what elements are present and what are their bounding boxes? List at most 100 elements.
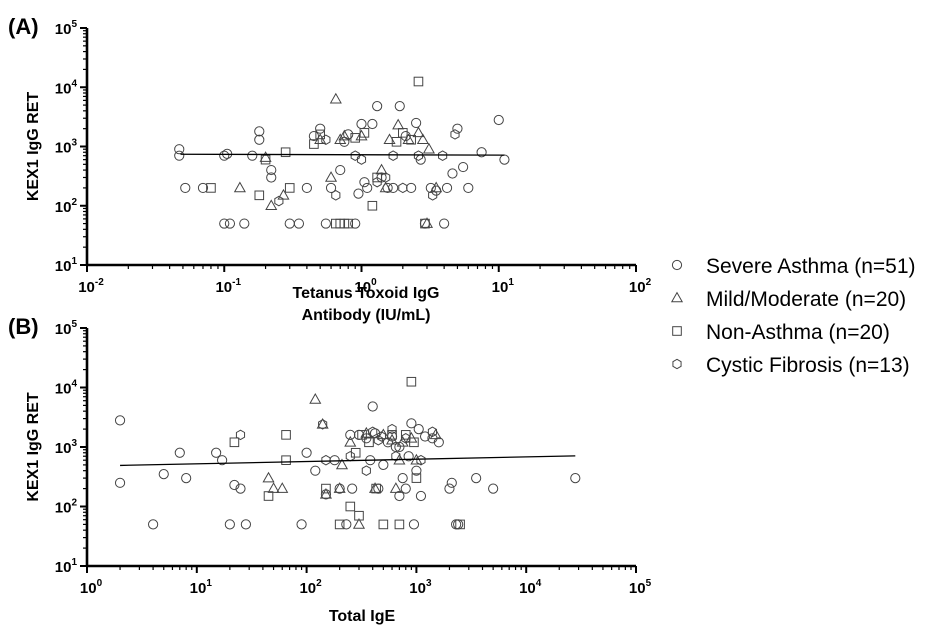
data-point bbox=[309, 139, 319, 149]
data-point bbox=[359, 128, 370, 138]
series-square bbox=[206, 76, 430, 229]
data-point bbox=[428, 190, 438, 201]
data-point bbox=[355, 129, 368, 141]
data-point bbox=[219, 218, 230, 229]
data-point bbox=[433, 437, 444, 448]
data-point bbox=[281, 430, 291, 440]
data-point bbox=[319, 487, 332, 499]
panel-label: (A) bbox=[8, 14, 39, 39]
data-point bbox=[254, 126, 265, 137]
data-point bbox=[376, 431, 386, 442]
data-point bbox=[367, 200, 378, 211]
data-point bbox=[427, 426, 438, 438]
data-point bbox=[284, 218, 295, 229]
data-point bbox=[391, 450, 401, 462]
data-point bbox=[229, 479, 240, 491]
data-point bbox=[392, 118, 405, 130]
data-point bbox=[368, 426, 378, 438]
data-point bbox=[329, 92, 342, 104]
data-point bbox=[430, 181, 443, 193]
y-tick-label: 102 bbox=[55, 498, 78, 517]
x-tick-label: 102 bbox=[299, 578, 322, 597]
data-point bbox=[320, 218, 331, 229]
data-point bbox=[439, 218, 450, 229]
data-point bbox=[425, 182, 436, 194]
x-axis-title: Total IgE bbox=[329, 608, 396, 625]
data-point bbox=[180, 182, 191, 194]
data-point bbox=[416, 454, 426, 466]
data-point bbox=[419, 431, 431, 442]
data-point bbox=[413, 150, 424, 161]
legend-marker-triangle-icon bbox=[670, 291, 684, 303]
data-point bbox=[267, 482, 280, 493]
data-point bbox=[354, 510, 364, 521]
data-point bbox=[406, 418, 417, 429]
panel-a-chart: (A) 101 102 103 104 105 10-2 10-1 100 101 102 KEX1 … bbox=[8, 14, 652, 324]
y-tick-label: 105 bbox=[55, 19, 78, 38]
legend-label: Severe Asthma (n=51) bbox=[706, 255, 916, 278]
data-point bbox=[334, 133, 347, 145]
data-point bbox=[114, 415, 126, 426]
data-point bbox=[455, 519, 465, 530]
data-point bbox=[378, 459, 389, 471]
data-point bbox=[420, 218, 430, 229]
data-point bbox=[406, 182, 417, 194]
data-point bbox=[335, 164, 346, 176]
data-point bbox=[362, 182, 373, 194]
data-point bbox=[413, 76, 424, 87]
data-point bbox=[367, 401, 378, 412]
series-triangle bbox=[233, 92, 443, 228]
data-point bbox=[316, 417, 329, 429]
data-point bbox=[308, 130, 320, 142]
data-point bbox=[401, 433, 411, 444]
trend-line bbox=[120, 455, 576, 467]
legend-item: Non-Asthma (n=20) bbox=[672, 321, 890, 344]
data-point bbox=[224, 218, 236, 229]
data-point bbox=[378, 519, 389, 530]
y-tick-label: 102 bbox=[55, 197, 78, 216]
legend-item: Mild/Moderate (n=20) bbox=[670, 288, 906, 311]
data-point bbox=[373, 434, 383, 446]
data-point bbox=[345, 450, 355, 462]
legend: Severe Asthma (n=51) Mild/Moderate (n=20)… bbox=[670, 255, 916, 377]
series-circle bbox=[114, 401, 581, 530]
data-point bbox=[254, 134, 265, 145]
legend-label: Mild/Moderate (n=20) bbox=[706, 288, 906, 311]
data-point bbox=[331, 190, 341, 201]
data-point bbox=[387, 430, 397, 440]
data-point bbox=[334, 519, 345, 530]
y-tick-label: 105 bbox=[55, 319, 78, 338]
data-point bbox=[235, 483, 246, 494]
y-tick-label: 101 bbox=[55, 557, 78, 576]
data-point bbox=[284, 183, 295, 193]
data-point bbox=[211, 447, 222, 458]
series-hexagon bbox=[274, 129, 460, 207]
data-point bbox=[368, 482, 382, 493]
data-point bbox=[345, 429, 356, 440]
data-point bbox=[364, 437, 374, 448]
data-point bbox=[356, 154, 367, 165]
data-point bbox=[301, 447, 312, 458]
data-point bbox=[181, 473, 192, 484]
data-point bbox=[114, 477, 126, 488]
data-point bbox=[387, 423, 397, 435]
data-point bbox=[260, 154, 271, 165]
data-point bbox=[296, 519, 307, 530]
y-axis-title: KEX1 IgG RET bbox=[25, 92, 42, 202]
data-point bbox=[361, 465, 371, 476]
series-square bbox=[229, 376, 465, 530]
data-point bbox=[452, 123, 463, 134]
data-point bbox=[324, 171, 338, 182]
x-tick-label: 103 bbox=[409, 578, 432, 597]
data-point bbox=[262, 471, 275, 483]
legend-item: Cystic Fibrosis (n=13) bbox=[672, 354, 910, 377]
x-tick-label: 104 bbox=[519, 578, 542, 597]
data-point bbox=[254, 190, 265, 201]
legend-marker-hexagon-icon bbox=[672, 358, 682, 370]
data-point bbox=[389, 482, 402, 493]
data-point bbox=[379, 181, 392, 193]
data-point bbox=[381, 172, 391, 183]
data-point bbox=[408, 519, 420, 530]
data-point bbox=[343, 129, 354, 140]
